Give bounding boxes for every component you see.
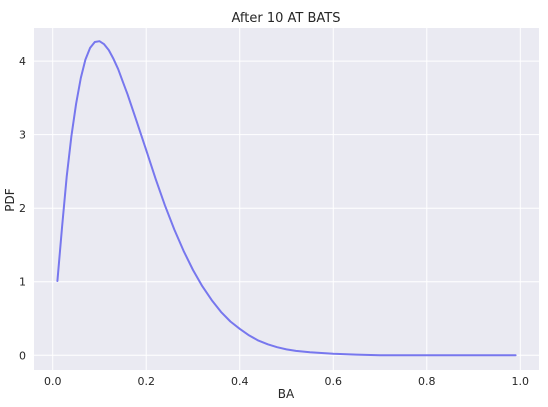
series-layer — [56, 40, 517, 357]
x-tick-label: 0.6 — [325, 375, 343, 388]
y-tick-label: 0 — [19, 349, 26, 362]
grid — [34, 28, 539, 370]
x-tick-label: 0.0 — [44, 375, 62, 388]
pdf-line — [56, 40, 517, 357]
y-tick-labels: 0 1 2 3 4 — [19, 55, 26, 362]
y-tick-label: 4 — [19, 55, 26, 68]
x-tick-label: 0.4 — [231, 375, 249, 388]
y-tick-label: 3 — [19, 129, 26, 142]
y-tick-label: 1 — [19, 276, 26, 289]
plot-area — [34, 28, 539, 370]
y-tick-label: 2 — [19, 202, 26, 215]
x-tick-labels: 0.0 0.2 0.4 0.6 0.8 1.0 — [44, 375, 529, 388]
x-axis-label: BA — [278, 387, 295, 401]
y-axis-label: PDF — [3, 188, 17, 211]
x-tick-label: 1.0 — [512, 375, 530, 388]
chart-title: After 10 AT BATS — [232, 11, 341, 26]
x-tick-label: 0.2 — [137, 375, 155, 388]
x-tick-label: 0.8 — [418, 375, 436, 388]
